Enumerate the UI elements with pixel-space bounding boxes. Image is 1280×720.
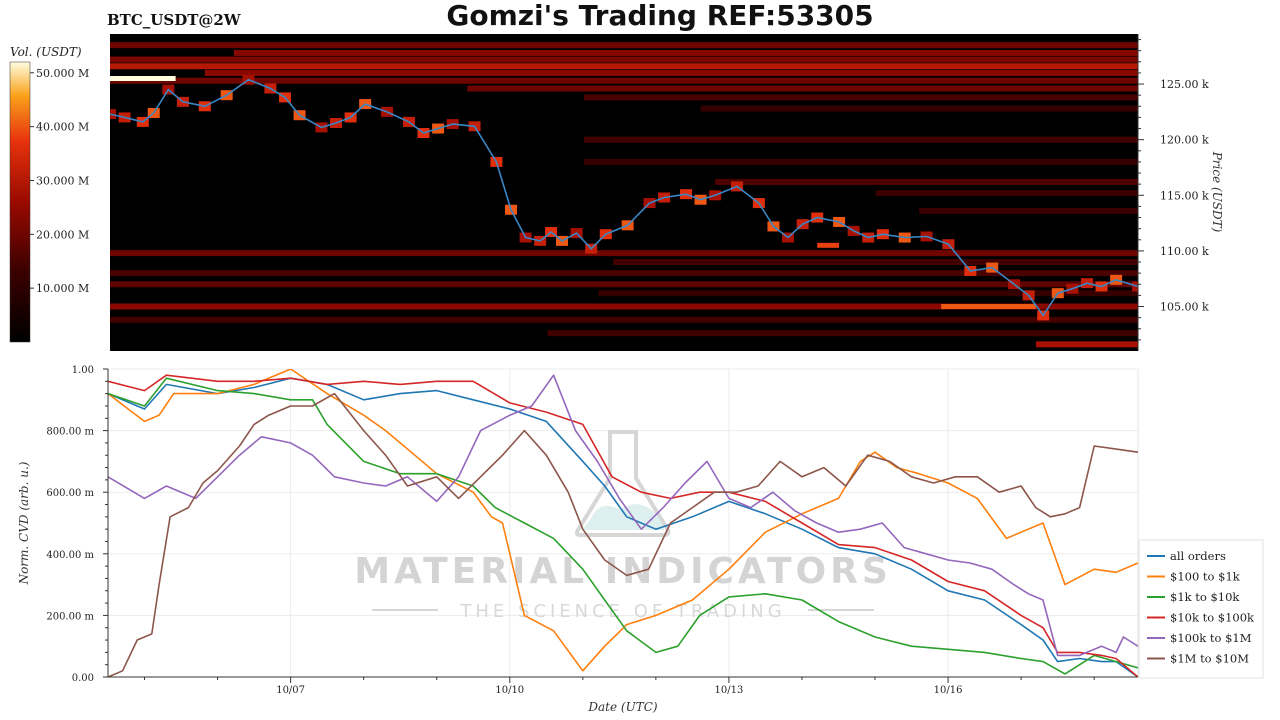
heatmap-band [583,158,1138,165]
colorbar-tick-label: 40.000 M [36,121,89,134]
legend-label: $1M to $10M [1170,652,1249,666]
cvd-y-tick-label: 0.00 [72,673,94,684]
legend-label: $100 to $1k [1170,570,1241,584]
heatmap-cell [110,109,116,120]
cvd-series-line [108,369,1138,672]
cvd-y-axis: 0.00 200.00 m 400.00 m 600.00 m 800.00 m 1.00 [46,365,109,684]
heatmap-band [110,303,1138,310]
heatmap-band [110,56,1138,63]
cvd-series-layer [108,369,1138,677]
cvd-x-axis-label: Date (UTC) [587,700,657,714]
cvd-y-tick-label: 1.00 [72,365,94,376]
cvd-x-tick-label: 10/16 [934,685,963,696]
legend: all orders $100 to $1k $1k to $10k $10k to … [1138,539,1264,679]
legend-box [1138,539,1264,679]
heatmap-band [110,316,1138,323]
colorbar-ticks: 10.000 M 20.000 M 30.000 M 40.000 M 50.000 M [30,67,89,295]
price-line-layer [110,78,1138,317]
price-tick-label: 115.00 k [1160,189,1209,202]
cvd-panel: MATERIAL INDICATORS THE SCIENCE OF TRADI… [107,368,1139,678]
cvd-series-line [108,374,1138,657]
cvd-series-line [108,377,1138,675]
cvd-y-tick-label: 800.00 m [46,427,94,438]
colorbar-tick-label: 20.000 M [36,228,89,241]
colorbar-tick-label: 10.000 M [36,282,89,295]
heatmap-band [583,136,1138,143]
cvd-y-tick-label: 400.00 m [46,550,94,561]
heatmap-band [875,190,1138,197]
heatmap-band [110,250,1138,257]
price-axis-label: Price (USDT) [1210,151,1224,233]
legend-label: $100k to $1M [1170,631,1252,645]
cvd-x-tick-label: 10/07 [276,685,305,696]
colorbar-tick-label: 30.000 M [36,174,89,187]
heatmap-hotspot [817,242,840,248]
page-title: Gomzi's Trading REF:53305 [446,0,873,32]
price-tick-label: 125.00 k [1160,78,1209,91]
price-axis: 105.00 k 110.00 k 115.00 k 120.00 k 125.00 k [1137,34,1209,351]
heatmap-band [547,330,1138,337]
price-tick-label: 110.00 k [1160,245,1209,258]
heatmap-hotspot [110,75,176,81]
colorbar-tick-label: 50.000 M [36,67,89,80]
cvd-y-tick-label: 200.00 m [46,611,94,622]
cvd-x-axis: 10/07 10/10 10/13 10/16 [108,676,1138,696]
cvd-y-tick-label: 600.00 m [46,488,94,499]
heatmap-band [700,105,1138,112]
heatmap-band [110,42,1138,49]
colorbar [9,61,31,343]
heatmap-cell [1132,281,1138,292]
watermark-subtitle: THE SCIENCE OF TRADING [459,601,785,622]
heatmap-hotspot [941,304,1036,310]
price-line [110,78,1138,317]
cvd-x-tick-label: 10/10 [495,685,524,696]
legend-label: $1k to $10k [1170,590,1240,604]
cvd-y-axis-label: Norm. CVD (arb. u.) [17,461,31,585]
watermark-title: MATERIAL INDICATORS [354,551,892,592]
colorbar-label: Vol. (USDT) [10,45,82,59]
heatmap-band [233,49,1138,56]
heatmap-band [598,290,1138,297]
heatmap-panel [110,34,1138,351]
heatmap-band [715,178,1138,185]
heatmap-band [467,85,1138,92]
heatmap-band [613,259,1138,266]
heatmap-band [110,270,1138,277]
legend-items: all orders $100 to $1k $1k to $10k $10k to … [1147,549,1255,666]
heatmap-hotspots [110,75,1036,310]
watermark: MATERIAL INDICATORS THE SCIENCE OF TRADI… [354,430,892,622]
heatmap-band [583,94,1138,101]
cvd-x-tick-label: 10/13 [715,685,744,696]
heatmap-band [110,77,1138,84]
symbol-label: BTC_USDT@2W [107,11,242,29]
heatmap-band [204,69,1138,76]
price-tick-label: 120.00 k [1160,134,1209,147]
heatmap-band [110,281,1138,288]
heatmap-band [919,207,1138,214]
legend-label: $10k to $100k [1170,611,1255,625]
price-tick-label: 105.00 k [1160,301,1209,314]
legend-label: all orders [1170,549,1226,563]
heatmap-band [1035,341,1138,348]
cvd-series-line [108,392,1138,677]
heatmap-band [110,63,1138,70]
